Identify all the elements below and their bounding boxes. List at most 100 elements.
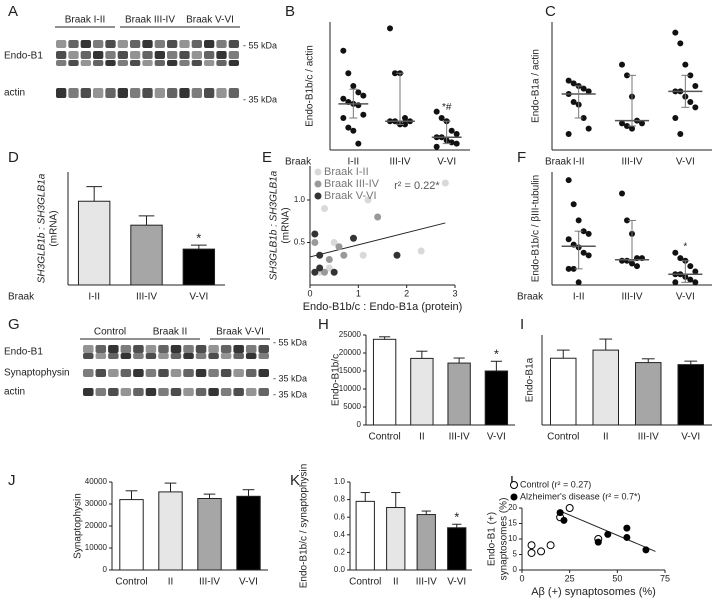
y-tick-label: 30000 <box>85 499 108 508</box>
data-point <box>580 115 587 121</box>
x-tick-label: 2 <box>404 288 409 298</box>
data-point <box>570 265 577 272</box>
blot-band <box>258 345 269 353</box>
data-point <box>672 29 679 36</box>
blot-band <box>130 51 141 59</box>
blot-band <box>68 60 79 66</box>
data-point <box>585 125 592 132</box>
data-point <box>340 47 347 54</box>
size-marker: - 35 kDa <box>243 94 277 104</box>
data-point <box>672 279 679 286</box>
x-tick-label: III-IV <box>621 157 642 168</box>
data-point <box>580 85 587 92</box>
data-point <box>629 260 635 267</box>
bar <box>372 338 397 426</box>
data-point <box>570 201 577 208</box>
blot-band <box>154 40 165 48</box>
blot-band <box>228 88 239 98</box>
bar <box>484 370 509 426</box>
blot-band <box>233 369 244 377</box>
x-tick-label: V-VI <box>239 577 258 588</box>
blot-band <box>191 40 202 48</box>
blot-band <box>120 345 132 353</box>
data-point <box>345 70 352 77</box>
blot-band <box>95 353 107 359</box>
blot-band <box>204 51 215 59</box>
blot-band <box>117 60 128 66</box>
data-point <box>619 190 625 197</box>
x-tick-label: 1 <box>356 288 361 298</box>
x-tick-label: II <box>419 432 425 443</box>
blot-band <box>167 51 178 59</box>
blot-band <box>220 369 232 377</box>
size-marker: - 35 kDa <box>273 389 307 399</box>
bar <box>77 200 111 286</box>
y-tick-label: 1.0 <box>334 477 346 486</box>
blot-band <box>183 369 194 377</box>
blot-band <box>83 345 94 353</box>
blot-band <box>93 60 104 66</box>
blot-band <box>108 388 119 396</box>
y-tick-label: 25000 <box>339 330 362 339</box>
bar <box>197 498 222 571</box>
data-point <box>359 251 367 259</box>
blot-band <box>233 353 244 359</box>
blot-band <box>130 88 141 98</box>
x-axis-title: Braak <box>545 157 572 168</box>
blot-band <box>258 388 269 396</box>
y-tick-label: 0 <box>513 565 518 574</box>
data-point <box>340 251 348 259</box>
y-axis-label: (mRNA) <box>281 207 292 243</box>
blot-band <box>170 353 182 359</box>
blot-band <box>142 40 153 48</box>
blot-band <box>154 60 165 66</box>
blot-band <box>208 388 219 396</box>
data-point <box>560 516 568 524</box>
y-tick-label: 20000 <box>85 521 108 530</box>
x-tick-label: V-VI <box>681 432 700 443</box>
bar <box>677 364 704 426</box>
y-axis-label: Endo-B1b/c / actin <box>305 45 316 127</box>
blot-band <box>220 353 232 359</box>
x-tick-label: II <box>603 432 609 443</box>
data-point <box>677 255 684 262</box>
y-tick-label: 0 <box>103 565 108 574</box>
legend-marker <box>314 192 322 200</box>
blot-band <box>167 88 178 98</box>
significance-label: *# <box>442 102 452 113</box>
x-tick-label: I-II <box>88 292 100 303</box>
x-tick-label: III-IV <box>449 432 470 443</box>
bar <box>236 495 261 571</box>
legend-marker <box>314 180 322 188</box>
data-point <box>345 124 352 131</box>
data-point <box>639 120 645 127</box>
blot-group-label: Braak III-IV <box>125 15 175 26</box>
blot-band <box>208 369 219 377</box>
data-point <box>687 99 694 105</box>
x-tick-label: III-IV <box>621 292 642 303</box>
y-tick-label: 0.2 <box>334 548 346 557</box>
blot-band <box>208 353 219 359</box>
blot-band <box>120 353 132 359</box>
data-point <box>340 95 347 102</box>
y-axis-label: (mRNA) <box>49 210 60 246</box>
data-point <box>692 104 699 111</box>
blot-band <box>245 369 257 377</box>
data-point <box>335 243 343 251</box>
data-point <box>565 236 572 243</box>
data-point <box>565 77 572 84</box>
data-point <box>585 252 592 259</box>
x-tick-label: I-II <box>573 292 585 303</box>
y-tick-label: 1.0 <box>294 195 306 204</box>
bar <box>119 499 144 571</box>
data-point <box>619 120 625 127</box>
blot-group-label: Braak I-II <box>65 15 106 26</box>
data-point <box>325 264 333 272</box>
legend-label: Alzheimer's disease (r² = 0.7*) <box>520 491 641 501</box>
bar <box>410 357 434 426</box>
blot-band <box>183 388 194 396</box>
legend-marker <box>314 168 322 176</box>
y-tick-label: 0 <box>357 420 362 429</box>
legend-label: Braak I-II <box>324 166 369 178</box>
blot-band <box>258 369 269 377</box>
